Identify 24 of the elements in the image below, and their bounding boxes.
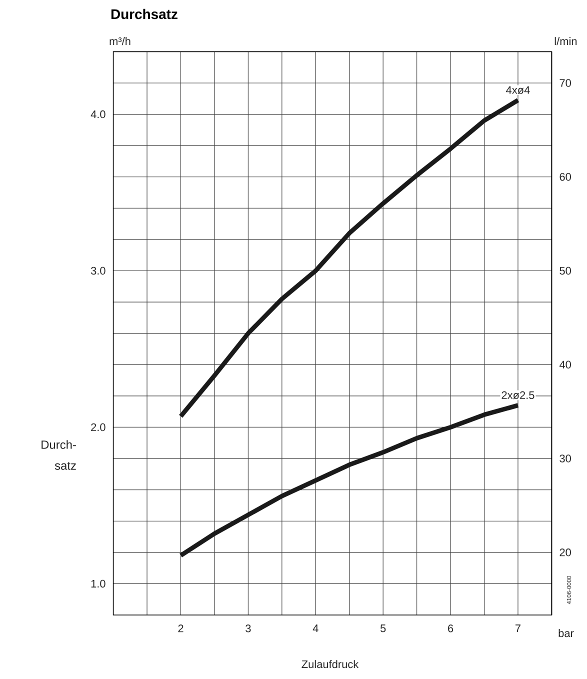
x-tick-label: 5 xyxy=(380,624,386,632)
y-tick-label: 4.0 xyxy=(90,110,106,118)
y2-tick-label: 20 xyxy=(560,548,571,556)
y2-tick-label: 50 xyxy=(560,266,571,275)
x-tick-label: 4 xyxy=(312,624,318,632)
y-axis-title: Durch- satz xyxy=(42,440,76,470)
text: m³/h xyxy=(110,37,130,46)
series-label: 2xø2.5 xyxy=(502,391,534,400)
y-tick-label: 2.0 xyxy=(91,423,106,432)
y-tick-label: 3.0 xyxy=(90,266,106,275)
series-label: 4xø4 xyxy=(506,86,530,94)
y2-tick-label: 30 xyxy=(560,454,571,462)
x-axis-title: Zulaufdruck xyxy=(302,660,359,668)
x-tick-label: 3 xyxy=(246,624,251,632)
x-tick-label: 7 xyxy=(515,624,520,632)
y-tick-label: 1.0 xyxy=(91,580,106,588)
y2-axis-title: l/min xyxy=(554,37,577,46)
x-tick-label: 2 xyxy=(178,624,184,632)
y2-tick-label: 60 xyxy=(560,173,571,181)
text: bar xyxy=(558,629,574,638)
chart-title: Durchsatz xyxy=(111,8,178,20)
y2-tick-label: 70 xyxy=(560,79,571,87)
x-tick-label: 6 xyxy=(448,624,454,632)
y2-tick-label: 40 xyxy=(559,360,571,369)
